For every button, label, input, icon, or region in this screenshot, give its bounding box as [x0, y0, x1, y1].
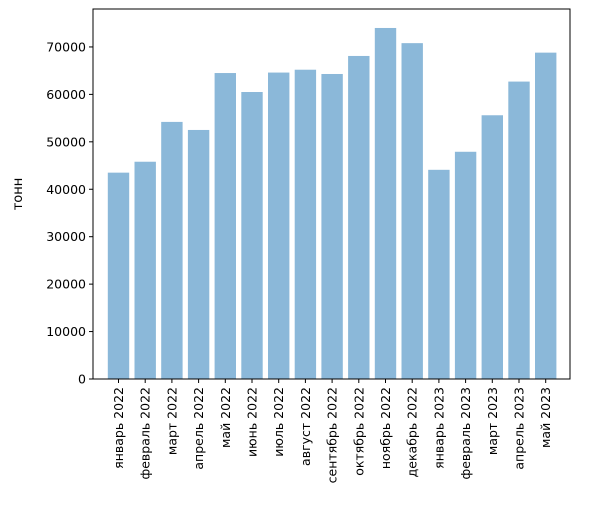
y-tick-label: 50000	[46, 134, 86, 149]
y-tick-label: 30000	[46, 229, 86, 244]
bar	[374, 27, 397, 379]
bar	[535, 52, 557, 379]
y-tick-label: 0	[78, 372, 86, 387]
bar	[508, 81, 530, 379]
x-tick-label: февраль 2023	[458, 387, 473, 479]
y-tick-label: 20000	[46, 277, 86, 292]
bar	[348, 55, 370, 380]
y-axis-ticks: 0 10000 20000 30000 40000 50000 60000 70000	[46, 39, 93, 387]
y-axis-label: тонн	[11, 178, 26, 211]
bar	[401, 43, 423, 380]
x-tick-label: октябрь 2022	[351, 387, 366, 476]
bar	[187, 129, 210, 379]
x-tick-label: июль 2022	[271, 387, 286, 457]
bars	[107, 27, 557, 380]
y-tick-label: 10000	[46, 324, 86, 339]
x-tick-label: февраль 2022	[138, 387, 153, 479]
bar	[321, 73, 343, 380]
bar	[107, 172, 130, 379]
x-tick-label: декабрь 2022	[405, 387, 420, 477]
bar	[214, 73, 236, 379]
bar	[134, 161, 156, 379]
x-tick-label: июнь 2022	[245, 387, 260, 457]
x-tick-label: март 2023	[485, 387, 500, 455]
x-tick-label: январь 2023	[431, 387, 446, 469]
bar	[268, 72, 290, 379]
bar	[481, 115, 503, 379]
bar	[454, 151, 477, 379]
y-tick-label: 40000	[46, 182, 86, 197]
x-tick-label: ноябрь 2022	[378, 387, 393, 469]
x-axis-ticks: январь 2022 февраль 2022 март 2022 апрель 2…	[111, 379, 553, 483]
x-tick-label: май 2023	[538, 387, 553, 448]
bar	[294, 69, 317, 379]
bar	[161, 121, 183, 380]
y-tick-label: 70000	[46, 39, 86, 54]
x-tick-label: апрель 2022	[191, 387, 206, 470]
bar	[428, 169, 450, 379]
y-tick-label: 60000	[46, 87, 86, 102]
x-tick-label: апрель 2023	[512, 387, 527, 470]
bar	[241, 92, 263, 379]
x-tick-label: март 2022	[164, 387, 179, 455]
x-tick-label: сентябрь 2022	[325, 387, 340, 483]
x-tick-label: май 2022	[218, 387, 233, 448]
plot-frame	[92, 8, 571, 380]
x-tick-label: январь 2022	[111, 387, 126, 469]
x-tick-label: август 2022	[298, 387, 313, 466]
